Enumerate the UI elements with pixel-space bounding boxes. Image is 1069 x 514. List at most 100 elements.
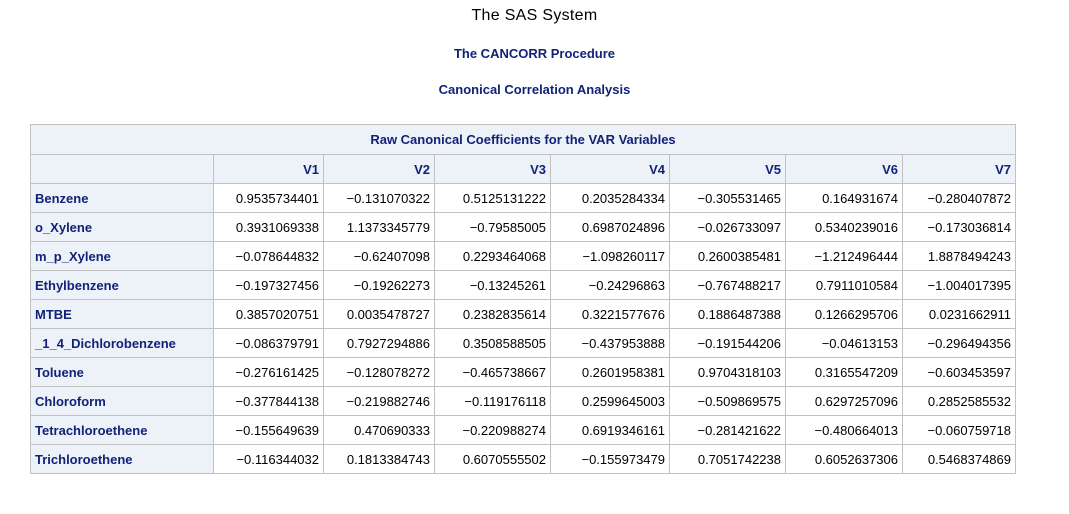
table-row: Ethylbenzene −0.197327456 −0.19262273 −0.13… <box>30 270 1016 300</box>
table-cell: −1.098260117 <box>550 241 670 271</box>
raw-canonical-coefficients-table: Raw Canonical Coefficients for the VAR V… <box>30 124 1016 474</box>
table-cell: −0.026733097 <box>669 212 786 242</box>
table-cell: −0.131070322 <box>323 183 435 213</box>
table-row: Trichloroethene −0.116344032 0.1813384743 0… <box>30 444 1016 474</box>
row-header: MTBE <box>30 299 214 329</box>
table-cell: 0.0035478727 <box>323 299 435 329</box>
column-header: V2 <box>323 154 435 184</box>
table-cell: 0.7911010584 <box>785 270 903 300</box>
analysis-title: Canonical Correlation Analysis <box>438 82 631 97</box>
column-header-row: V1 V2 V3 V4 V5 V6 V7 <box>30 154 1016 184</box>
table-cell: −0.155649639 <box>213 415 324 445</box>
table-cell: 0.6297257096 <box>785 386 903 416</box>
table-cell: −0.116344032 <box>213 444 324 474</box>
table-cell: 0.5125131222 <box>434 183 551 213</box>
table-cell: −1.212496444 <box>785 241 903 271</box>
table-cell: −0.191544206 <box>669 328 786 358</box>
row-header: Chloroform <box>30 386 214 416</box>
table-cell: −0.62407098 <box>323 241 435 271</box>
system-title: The SAS System <box>471 7 598 24</box>
table-cell: −0.276161425 <box>213 357 324 387</box>
table-cell: 0.0231662911 <box>902 299 1016 329</box>
table-cell: −0.296494356 <box>902 328 1016 358</box>
table-cell: −0.767488217 <box>669 270 786 300</box>
table-cell: 0.2599645003 <box>550 386 670 416</box>
table-cell: 0.3857020751 <box>213 299 324 329</box>
table-cell: 0.3221577676 <box>550 299 670 329</box>
table-cell: 1.1373345779 <box>323 212 435 242</box>
table-cell: 0.3165547209 <box>785 357 903 387</box>
table-row: Chloroform −0.377844138 −0.219882746 −0.119… <box>30 386 1016 416</box>
table-cell: −0.377844138 <box>213 386 324 416</box>
table-cell: −0.280407872 <box>902 183 1016 213</box>
column-header: V3 <box>434 154 551 184</box>
table-cell: −0.603453597 <box>902 357 1016 387</box>
row-header: _1_4_Dichlorobenzene <box>30 328 214 358</box>
row-header: Trichloroethene <box>30 444 214 474</box>
table-cell: 0.6070555502 <box>434 444 551 474</box>
table-caption-row: Raw Canonical Coefficients for the VAR V… <box>30 124 1016 155</box>
table-cell: −0.437953888 <box>550 328 670 358</box>
table-cell: 0.2852585532 <box>902 386 1016 416</box>
table-cell: −0.24296863 <box>550 270 670 300</box>
procedure-title: The CANCORR Procedure <box>453 46 616 61</box>
table-cell: −0.119176118 <box>434 386 551 416</box>
table-cell: −0.197327456 <box>213 270 324 300</box>
table-row: Toluene −0.276161425 −0.128078272 −0.465738… <box>30 357 1016 387</box>
table-cell: 0.470690333 <box>323 415 435 445</box>
table-caption: Raw Canonical Coefficients for the VAR V… <box>30 124 1016 155</box>
table-cell: −0.305531465 <box>669 183 786 213</box>
table-cell: 0.6052637306 <box>785 444 903 474</box>
table-cell: 0.5468374869 <box>902 444 1016 474</box>
table-row: Tetrachloroethene −0.155649639 0.470690333… <box>30 415 1016 445</box>
table-body: Benzene 0.9535734401 −0.131070322 0.5125131… <box>30 183 1016 474</box>
table-cell: −0.19262273 <box>323 270 435 300</box>
table-cell: 0.1266295706 <box>785 299 903 329</box>
table-cell: 0.7927294886 <box>323 328 435 358</box>
table-cell: −0.465738667 <box>434 357 551 387</box>
table-row: m_p_Xylene −0.078644832 −0.62407098 0.22934… <box>30 241 1016 271</box>
column-header: V4 <box>550 154 670 184</box>
table-cell: 0.164931674 <box>785 183 903 213</box>
column-header: V1 <box>213 154 324 184</box>
table-cell: 0.2293464068 <box>434 241 551 271</box>
table-cell: 0.9535734401 <box>213 183 324 213</box>
table-cell: −0.04613153 <box>785 328 903 358</box>
table-cell: −0.060759718 <box>902 415 1016 445</box>
table-cell: −0.13245261 <box>434 270 551 300</box>
table-cell: 0.1886487388 <box>669 299 786 329</box>
row-header: Toluene <box>30 357 214 387</box>
row-header: o_Xylene <box>30 212 214 242</box>
table-cell: −0.509869575 <box>669 386 786 416</box>
table-cell: −0.078644832 <box>213 241 324 271</box>
table-row: MTBE 0.3857020751 0.0035478727 0.2382835614… <box>30 299 1016 329</box>
row-header: Tetrachloroethene <box>30 415 214 445</box>
table-cell: −0.281421622 <box>669 415 786 445</box>
table-cell: −0.79585005 <box>434 212 551 242</box>
column-header: V5 <box>669 154 786 184</box>
table-cell: −0.220988274 <box>434 415 551 445</box>
table-cell: 0.2382835614 <box>434 299 551 329</box>
table-cell: 0.6987024896 <box>550 212 670 242</box>
table-cell: 0.2600385481 <box>669 241 786 271</box>
row-header: Benzene <box>30 183 214 213</box>
table-cell: 0.2601958381 <box>550 357 670 387</box>
table-cell: −0.219882746 <box>323 386 435 416</box>
table-cell: 0.3508588505 <box>434 328 551 358</box>
column-header: V6 <box>785 154 903 184</box>
table-cell: 0.9704318103 <box>669 357 786 387</box>
column-header: V7 <box>902 154 1016 184</box>
table-cell: −0.480664013 <box>785 415 903 445</box>
table-row: Benzene 0.9535734401 −0.131070322 0.5125131… <box>30 183 1016 213</box>
table-row: o_Xylene 0.3931069338 1.1373345779 −0.79585… <box>30 212 1016 242</box>
table-cell: 0.1813384743 <box>323 444 435 474</box>
table-cell: −0.086379791 <box>213 328 324 358</box>
table-cell: −0.128078272 <box>323 357 435 387</box>
table-cell: −0.155973479 <box>550 444 670 474</box>
table-cell: 0.5340239016 <box>785 212 903 242</box>
table-cell: 0.2035284334 <box>550 183 670 213</box>
table-cell: 0.7051742238 <box>669 444 786 474</box>
table-row: _1_4_Dichlorobenzene −0.086379791 0.792729… <box>30 328 1016 358</box>
table-cell: 0.3931069338 <box>213 212 324 242</box>
table-cell: 0.6919346161 <box>550 415 670 445</box>
